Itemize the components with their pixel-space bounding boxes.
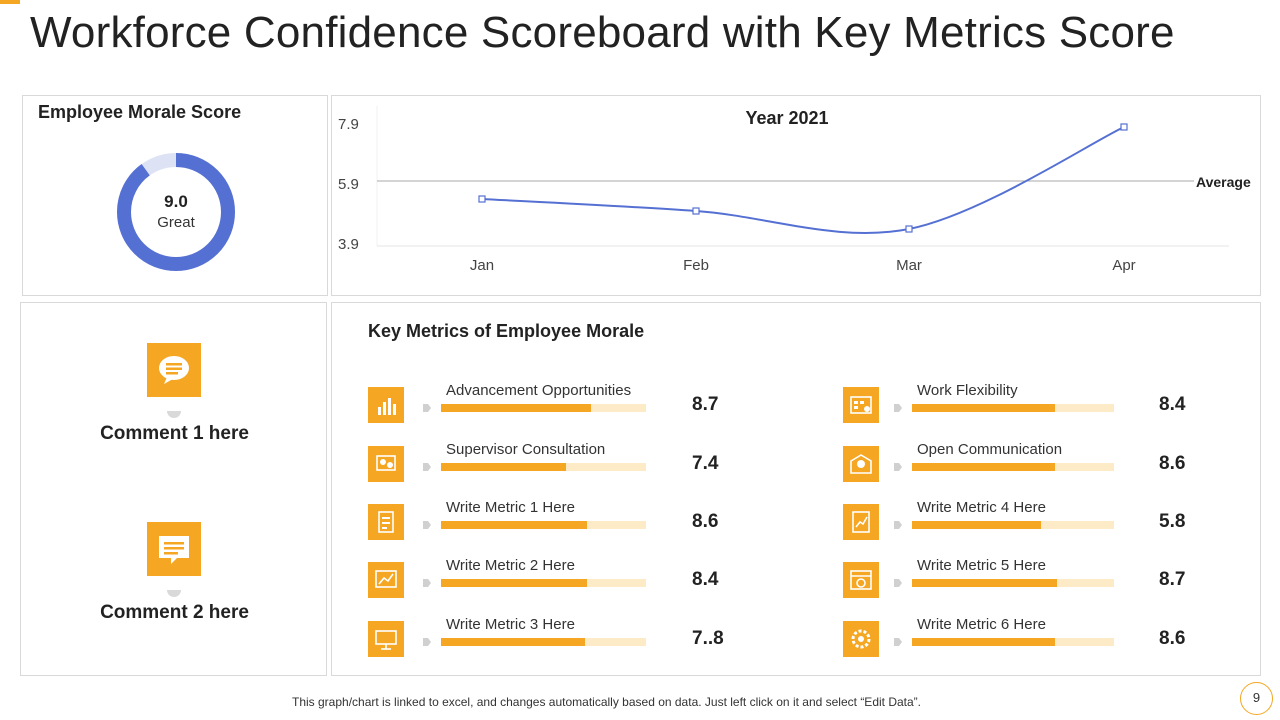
- average-label: Average: [1196, 174, 1251, 190]
- comment-2-label: Comment 2 here: [100, 602, 249, 623]
- metric-arrow: [893, 634, 903, 646]
- x-tick-label: Jan: [470, 257, 494, 274]
- document-icon: [368, 504, 404, 540]
- metric-bar-fill: [441, 579, 587, 587]
- bar-chart-icon: [368, 387, 404, 423]
- x-tick-label: Mar: [896, 257, 922, 274]
- y-tick-label: 3.9: [338, 236, 359, 253]
- mail-icon: [843, 446, 879, 482]
- metric-bar-track: [441, 638, 646, 646]
- metric-arrow: [422, 517, 432, 529]
- metric-bar-track: [912, 404, 1114, 412]
- metric-arrow: [893, 517, 903, 529]
- presentation-icon: [368, 621, 404, 657]
- metric-arrow: [422, 459, 432, 471]
- metric-value-write-metric-6-here: 8.6: [1159, 628, 1186, 649]
- x-tick-label: Feb: [683, 257, 709, 274]
- gear-icon: [843, 621, 879, 657]
- metric-value-open-communication: 8.6: [1159, 453, 1186, 474]
- footer-note: This graph/chart is linked to excel, and…: [292, 695, 921, 709]
- metric-bar-fill: [912, 463, 1056, 471]
- metric-name-write-metric-5-here: Write Metric 5 Here: [917, 557, 1046, 574]
- metric-bar-track: [441, 579, 646, 587]
- chart-panel[interactable]: Year 2021 7.9 5.9 3.9 Average Jan Feb Mar Apr: [331, 95, 1261, 296]
- metric-bar-fill: [441, 404, 591, 412]
- metric-bar-fill: [912, 638, 1056, 646]
- metric-name-work-flexibility: Work Flexibility: [917, 382, 1018, 399]
- metric-bar-fill: [441, 521, 587, 529]
- data-point-marker: [1120, 123, 1128, 131]
- metric-bar-track: [441, 521, 646, 529]
- people-icon: [368, 446, 404, 482]
- metric-bar-fill: [912, 579, 1058, 587]
- metric-bar-track: [912, 521, 1114, 529]
- metric-name-supervisor-consultation: Supervisor Consultation: [446, 441, 606, 458]
- accent-tab: [0, 0, 20, 4]
- message-icon: [147, 522, 201, 576]
- metric-bar-fill: [441, 638, 585, 646]
- dashboard-icon: [843, 562, 879, 598]
- metric-bar-fill: [912, 521, 1042, 529]
- metric-arrow: [422, 400, 432, 412]
- metric-name-write-metric-2-here: Write Metric 2 Here: [446, 557, 575, 574]
- metric-name-write-metric-3-here: Write Metric 3 Here: [446, 616, 575, 633]
- metric-value-write-metric-5-here: 8.7: [1159, 569, 1186, 590]
- trend-icon: [843, 504, 879, 540]
- data-point-marker: [478, 195, 486, 203]
- metrics-heading: Key Metrics of Employee Morale: [368, 321, 645, 341]
- metric-bar-track: [912, 579, 1114, 587]
- metric-bar-track: [441, 463, 646, 471]
- metric-value-advancement-opportunities: 8.7: [692, 394, 719, 415]
- metric-bar-track: [912, 638, 1114, 646]
- metric-value-supervisor-consultation: 7.4: [692, 453, 719, 474]
- metric-bar-track: [441, 404, 646, 412]
- line-chart-icon: [368, 562, 404, 598]
- comments-panel: Comment 1 here Comment 2 here: [20, 302, 327, 676]
- data-point-marker: [905, 225, 913, 233]
- metric-arrow: [893, 459, 903, 471]
- comment-1-label: Comment 1 here: [100, 423, 249, 444]
- morale-score-value: 9.0: [164, 192, 188, 211]
- morale-donut: [117, 153, 235, 271]
- metric-arrow: [893, 400, 903, 412]
- chat-bubble-icon: [147, 343, 201, 397]
- morale-score-label: Great: [157, 214, 195, 231]
- metrics-panel: Key Metrics of Employee Morale Advanceme…: [331, 302, 1261, 676]
- metric-arrow: [893, 575, 903, 587]
- data-point-marker: [692, 207, 700, 215]
- metric-arrow: [422, 634, 432, 646]
- y-tick-label: 5.9: [338, 176, 359, 193]
- page-number: 9: [1240, 682, 1273, 715]
- y-tick-label: 7.9: [338, 116, 359, 133]
- metric-value-write-metric-2-here: 8.4: [692, 569, 719, 590]
- metric-bar-fill: [912, 404, 1056, 412]
- slide-title: Workforce Confidence Scoreboard with Key…: [30, 8, 1175, 57]
- metric-value-write-metric-3-here: 7..8: [692, 628, 724, 649]
- comment-1-connector: [167, 411, 181, 418]
- metric-arrow: [422, 575, 432, 587]
- metric-value-write-metric-4-here: 5.8: [1159, 511, 1186, 532]
- metric-name-advancement-opportunities: Advancement Opportunities: [446, 382, 632, 399]
- metric-bar-track: [912, 463, 1114, 471]
- line-chart[interactable]: Year 2021 7.9 5.9 3.9 Average Jan Feb Mar Apr: [332, 96, 1262, 297]
- x-tick-label: Apr: [1112, 257, 1135, 274]
- metric-name-write-metric-1-here: Write Metric 1 Here: [446, 499, 575, 516]
- metric-value-write-metric-1-here: 8.6: [692, 511, 719, 532]
- metric-name-write-metric-4-here: Write Metric 4 Here: [917, 499, 1046, 516]
- donut-score-arc: [117, 153, 235, 271]
- metric-bar-fill: [441, 463, 567, 471]
- calendar-icon: [843, 387, 879, 423]
- morale-panel: Employee Morale Score 9.0 Great: [22, 95, 328, 296]
- series-line: [481, 126, 1125, 234]
- metric-value-work-flexibility: 8.4: [1159, 394, 1186, 415]
- metric-name-write-metric-6-here: Write Metric 6 Here: [917, 616, 1046, 633]
- metric-name-open-communication: Open Communication: [917, 441, 1063, 458]
- chart-title: Year 2021: [745, 108, 828, 128]
- morale-heading: Employee Morale Score: [38, 102, 242, 122]
- comment-2-connector: [167, 590, 181, 597]
